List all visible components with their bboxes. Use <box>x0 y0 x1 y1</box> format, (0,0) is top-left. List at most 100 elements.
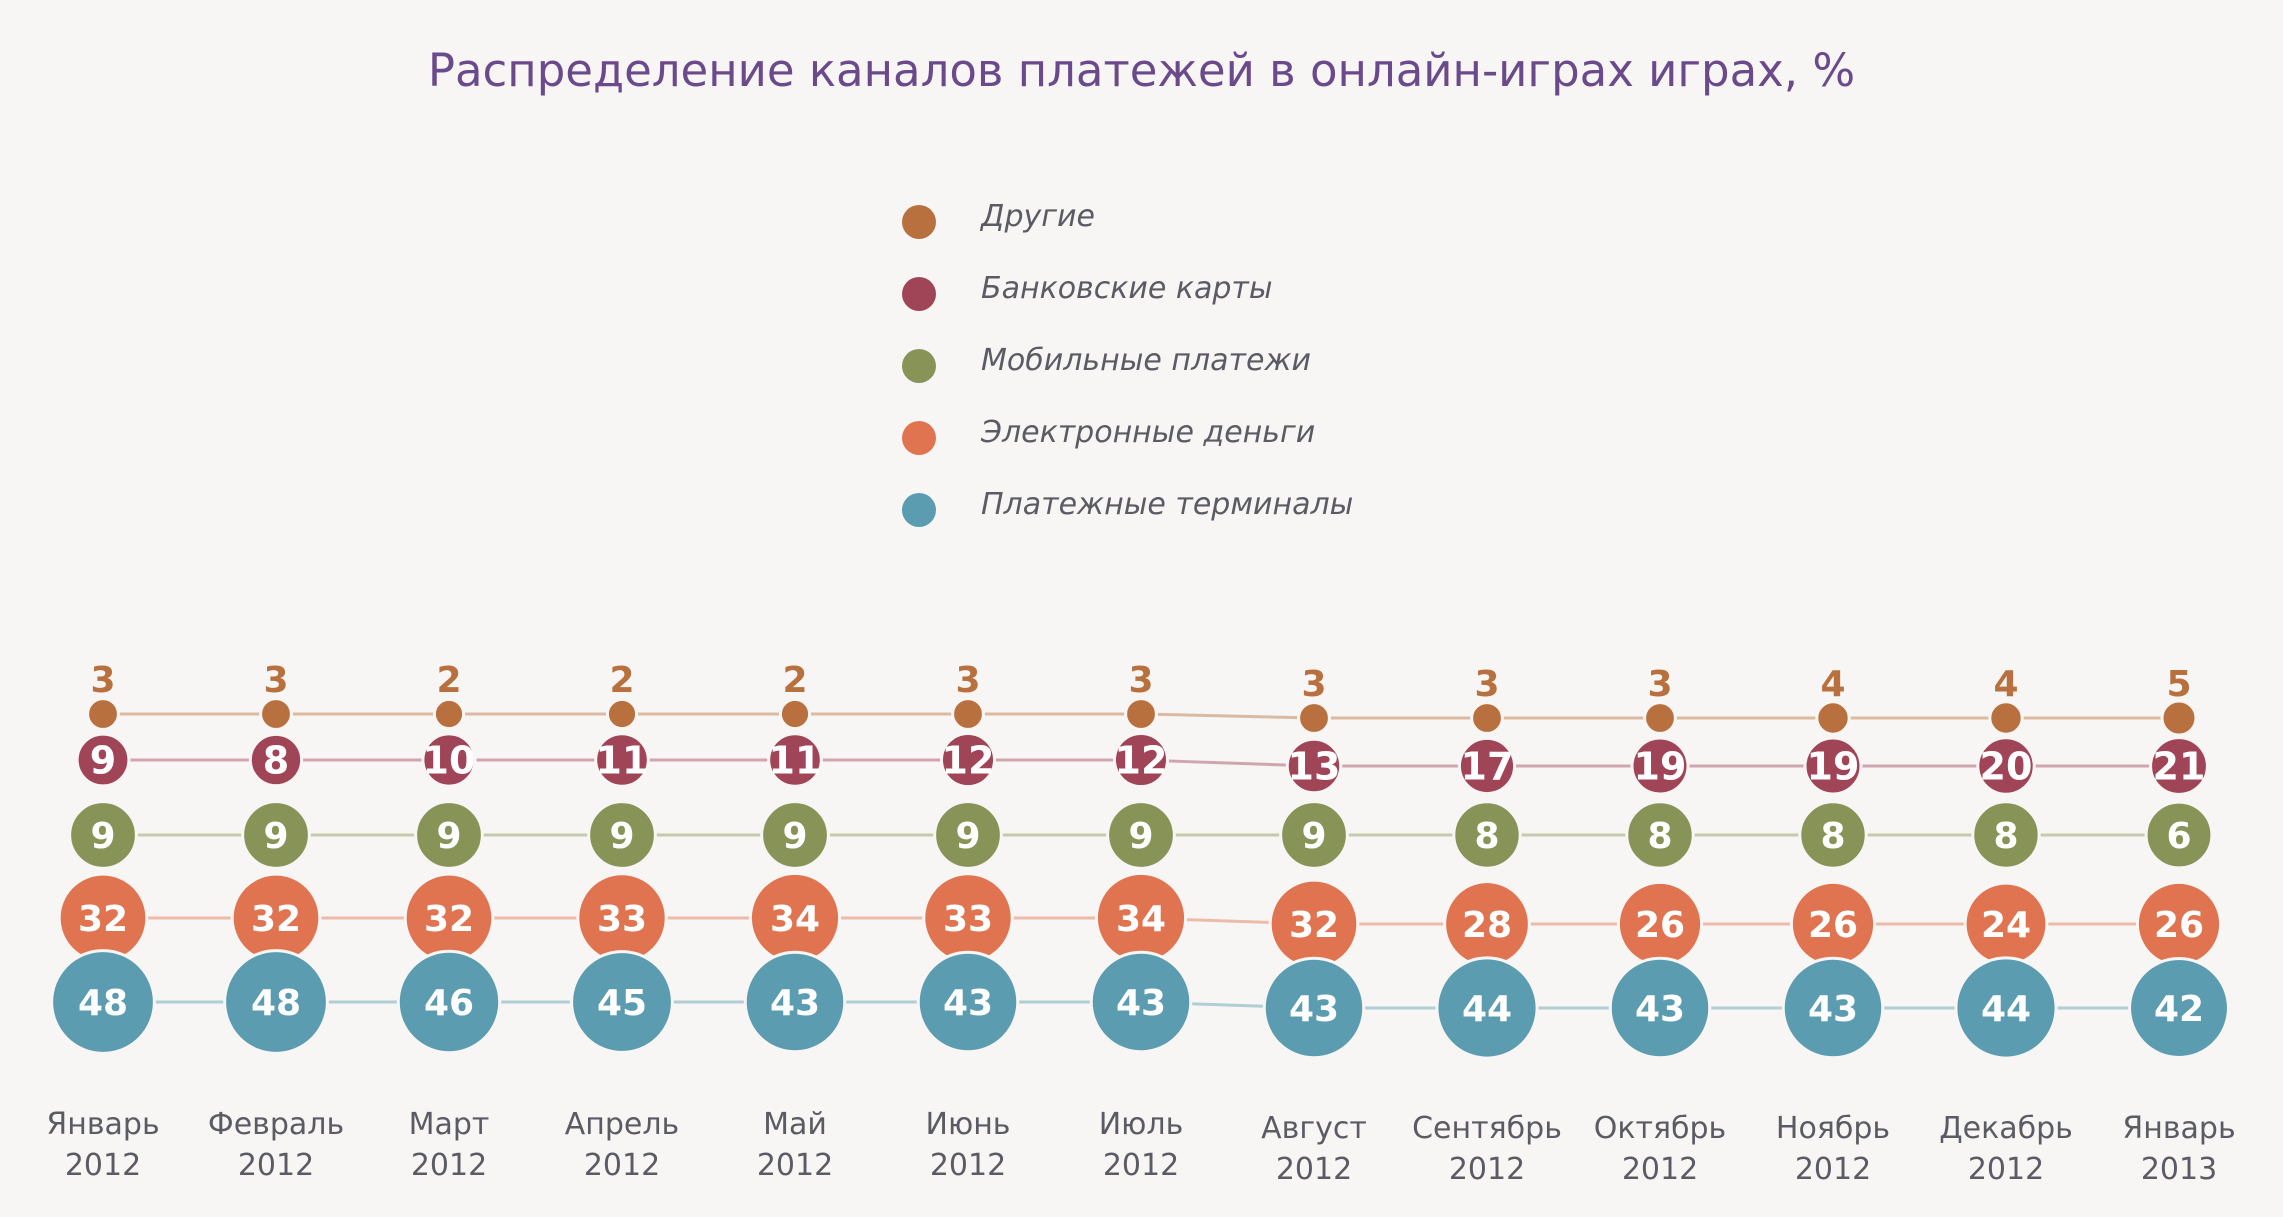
category-year-label: 2012 <box>238 1148 314 1183</box>
legend-label-payment-terminals: Платежные терминалы <box>981 487 1354 522</box>
value-label-bank-cards: 12 <box>1115 739 1168 783</box>
category-month-label: Май <box>763 1107 827 1142</box>
bubble-mobile-payments <box>241 800 311 870</box>
value-label-other: 2 <box>609 660 634 701</box>
value-label-other: 2 <box>436 660 461 701</box>
bubble-bank-cards <box>2149 736 2209 796</box>
series-payment-terminals: 48 48 46 45 43 43 43 43 44 43 43 44 42 <box>50 949 2230 1060</box>
bubble-other <box>1470 701 1504 735</box>
bubble-other <box>1297 701 1331 735</box>
category-month-label: Июнь <box>926 1107 1011 1142</box>
value-label-mobile-payments: 8 <box>1474 816 1499 857</box>
value-label-payment-terminals: 48 <box>251 983 301 1024</box>
value-label-other: 3 <box>955 660 980 701</box>
value-label-other: 4 <box>1993 664 2018 705</box>
category-year-label: 2013 <box>2141 1152 2217 1187</box>
legend-label-bank-cards: Банковские карты <box>981 271 1273 306</box>
category-year-label: 2012 <box>1103 1148 1179 1183</box>
category-month-label: Сентябрь <box>1412 1111 1562 1146</box>
bubble-bank-cards <box>75 732 131 788</box>
bubble-mobile-payments <box>1798 800 1868 870</box>
value-label-e-money: 34 <box>1116 899 1166 940</box>
legend-swatch-bank-cards <box>902 277 936 311</box>
category-year-label: 2012 <box>1449 1152 1525 1187</box>
value-label-e-money: 26 <box>2154 905 2204 946</box>
value-label-payment-terminals: 46 <box>424 983 474 1024</box>
value-label-e-money: 33 <box>597 899 647 940</box>
bubble-bank-cards <box>1112 731 1170 789</box>
value-label-payment-terminals: 45 <box>597 983 647 1024</box>
bubble-mobile-payments <box>1971 800 2041 870</box>
value-label-other: 3 <box>1647 664 1672 705</box>
value-label-payment-terminals: 43 <box>1116 983 1166 1024</box>
legend-swatch-mobile-payments <box>902 349 936 383</box>
value-label-payment-terminals: 48 <box>78 983 128 1024</box>
bubble-other <box>86 697 120 731</box>
bubble-other <box>1988 700 2024 736</box>
value-label-mobile-payments: 9 <box>609 816 634 857</box>
value-label-other: 4 <box>1820 664 1845 705</box>
bubble-bank-cards <box>421 732 477 788</box>
value-label-bank-cards: 11 <box>769 739 822 783</box>
value-label-bank-cards: 8 <box>263 739 289 783</box>
value-label-bank-cards: 20 <box>1980 745 2033 789</box>
category-month-label: Январь <box>2122 1111 2235 1146</box>
value-label-e-money: 28 <box>1462 905 1512 946</box>
bubble-bank-cards <box>767 732 823 788</box>
value-label-other: 2 <box>782 660 807 701</box>
bubble-mobile-payments <box>587 800 657 870</box>
value-label-bank-cards: 10 <box>423 739 476 783</box>
bubble-bank-cards <box>1457 736 1517 796</box>
series-e-money: 32 32 32 33 34 33 34 32 28 26 26 24 26 <box>57 871 2223 970</box>
category-year-label: 2012 <box>1795 1152 1871 1187</box>
legend-swatch-e-money <box>902 421 936 455</box>
bubble-other <box>1124 697 1158 731</box>
value-label-payment-terminals: 44 <box>1981 989 2031 1030</box>
bubble-payment-terminals <box>743 950 847 1054</box>
value-label-e-money: 33 <box>943 899 993 940</box>
bubble-bank-cards <box>1976 736 2036 796</box>
value-label-e-money: 26 <box>1635 905 1685 946</box>
series-bank-cards: 9 8 10 11 11 12 12 13 17 19 19 20 21 <box>75 731 2209 796</box>
value-label-mobile-payments: 8 <box>1993 816 2018 857</box>
category-month-label: Февраль <box>208 1107 344 1142</box>
value-label-other: 5 <box>2166 664 2191 705</box>
value-label-bank-cards: 13 <box>1288 745 1341 789</box>
legend-label-mobile-payments: Мобильные платежи <box>981 343 1312 378</box>
value-label-mobile-payments: 9 <box>436 816 461 857</box>
bubble-mobile-payments <box>1279 800 1349 870</box>
value-label-mobile-payments: 9 <box>1301 816 1326 857</box>
bubble-other <box>778 697 812 731</box>
bubble-payment-terminals <box>1781 956 1885 1060</box>
bubble-other <box>951 697 985 731</box>
bubble-payment-terminals <box>2128 957 2230 1059</box>
value-label-bank-cards: 11 <box>596 739 649 783</box>
bubble-other <box>1643 701 1677 735</box>
category-year-label: 2012 <box>1276 1152 1352 1187</box>
series-mobile-payments: 9 9 9 9 9 9 9 9 8 8 8 8 6 <box>68 800 2214 870</box>
bubble-bank-cards <box>939 731 997 789</box>
value-label-mobile-payments: 6 <box>2166 816 2191 857</box>
value-label-e-money: 24 <box>1981 905 2031 946</box>
category-month-label: Ноябрь <box>1776 1111 1890 1146</box>
value-label-bank-cards: 19 <box>1807 745 1860 789</box>
category-year-label: 2012 <box>757 1148 833 1183</box>
bubble-bank-cards <box>248 732 304 788</box>
value-label-bank-cards: 19 <box>1634 745 1687 789</box>
bubble-payment-terminals <box>916 950 1020 1054</box>
value-label-bank-cards: 17 <box>1461 745 1514 789</box>
value-label-mobile-payments: 8 <box>1647 816 1672 857</box>
value-label-e-money: 34 <box>770 899 820 940</box>
bubble-other <box>1815 700 1851 736</box>
value-label-mobile-payments: 8 <box>1820 816 1845 857</box>
bubble-payment-terminals <box>50 949 156 1055</box>
value-label-mobile-payments: 9 <box>955 816 980 857</box>
value-label-payment-terminals: 43 <box>1808 989 1858 1030</box>
category-month-label: Апрель <box>565 1107 680 1142</box>
bubble-mobile-payments <box>933 800 1003 870</box>
value-label-mobile-payments: 9 <box>90 816 115 857</box>
value-label-e-money: 32 <box>1289 905 1339 946</box>
x-axis-labels: Январь 2012 Февраль 2012 Март 2012 Апрель 2012 М… <box>46 1107 2235 1187</box>
category-year-label: 2012 <box>65 1148 141 1183</box>
category-month-label: Март <box>409 1107 490 1142</box>
